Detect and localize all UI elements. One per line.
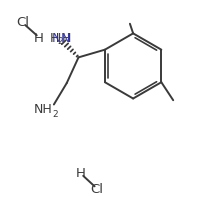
Text: Cl: Cl xyxy=(16,15,29,28)
Text: H: H xyxy=(34,32,44,45)
Text: H: H xyxy=(61,32,71,45)
Text: NH: NH xyxy=(34,103,53,116)
Text: N: N xyxy=(52,32,61,45)
Text: H: H xyxy=(76,167,85,180)
Text: 2: 2 xyxy=(58,37,63,46)
Text: H: H xyxy=(50,32,60,45)
Text: 2: 2 xyxy=(53,110,58,119)
Text: N: N xyxy=(61,32,70,45)
Text: Cl: Cl xyxy=(90,183,103,196)
